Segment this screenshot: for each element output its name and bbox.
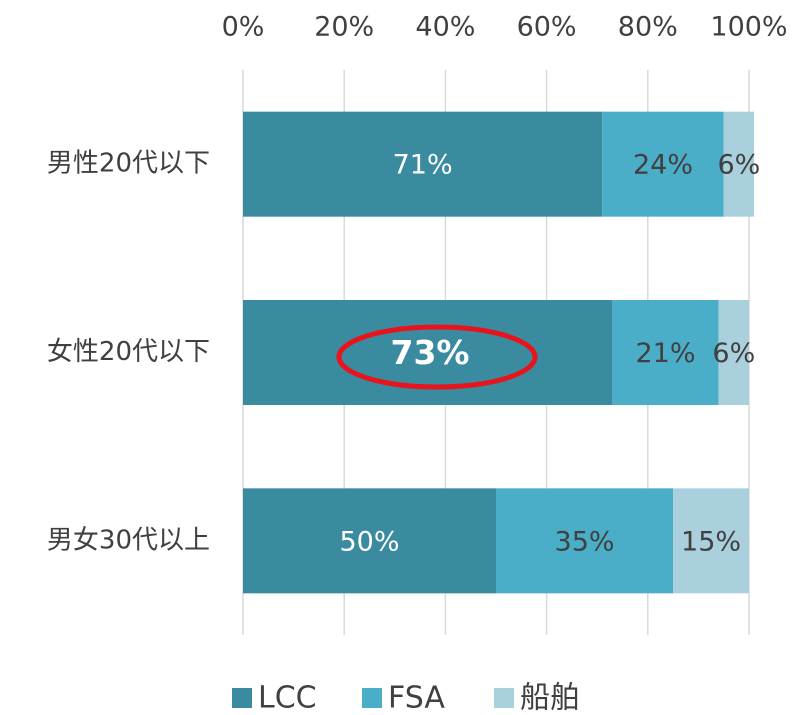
legend-label: LCC [258,681,317,715]
data-label: 15% [681,526,741,557]
x-tick-label: 60% [517,12,577,43]
x-tick-label: 20% [314,12,374,43]
legend-swatch [232,688,252,708]
bar-segment [723,111,755,217]
bar-segment [243,111,603,217]
data-label: 35% [555,526,615,557]
x-tick-label: 40% [415,12,475,43]
legend-label: FSA [388,681,445,715]
y-tick-label: 男性20代以下 [47,149,210,179]
data-label: 6% [717,150,760,181]
highlight-ellipse [336,324,538,390]
data-label: 6% [712,338,755,369]
data-label: 71% [393,150,453,181]
legend-label: 船舶 [520,681,580,715]
legend-swatch [494,688,514,708]
x-tick-label: 100% [710,12,787,43]
y-tick-label: 女性20代以下 [47,337,210,367]
bars [243,111,755,594]
bar-segment [612,300,719,405]
x-tick-label: 80% [618,12,678,43]
data-label: 50% [339,526,399,557]
x-tick-label: 0% [222,12,265,43]
bar-segment [673,488,749,594]
data-label: 73% [391,333,470,372]
legend-swatch [362,688,382,708]
y-tick-label: 男女30代以上 [47,525,210,555]
data-label: 21% [636,338,696,369]
bar-segment [718,300,749,405]
data-label: 24% [633,150,693,181]
bar-segment [602,111,724,217]
bar-segment [243,488,496,594]
bar-segment [496,488,674,594]
